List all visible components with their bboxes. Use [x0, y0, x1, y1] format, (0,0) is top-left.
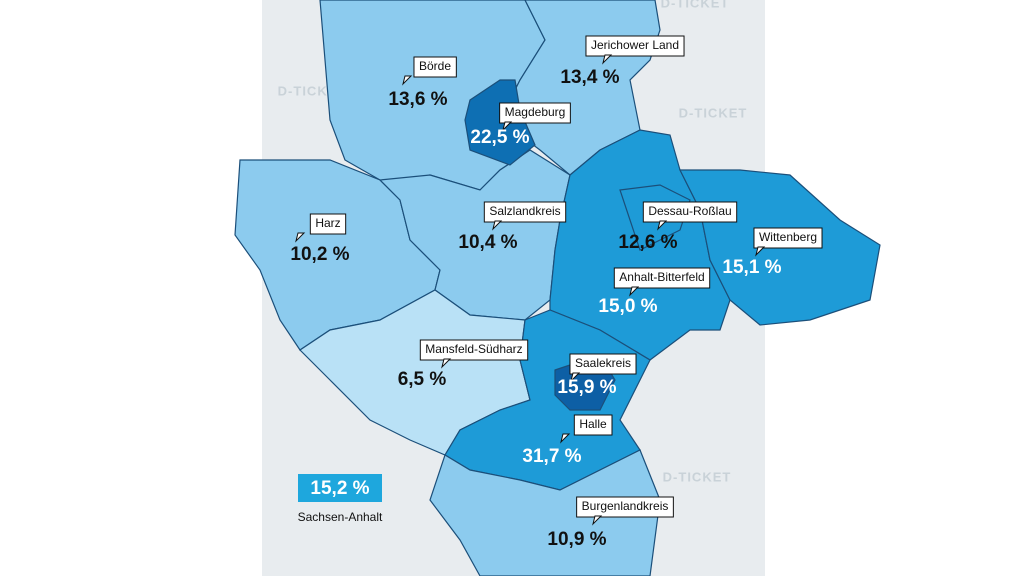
region-share: 13,6 % [388, 89, 447, 110]
region-name: Jerichower Land [591, 38, 679, 52]
region-share: 10,2 % [290, 244, 349, 265]
label-box [576, 496, 674, 518]
region-name: Wittenberg [759, 230, 817, 244]
label-tail [560, 433, 571, 444]
label-box [309, 213, 347, 235]
label-tail [502, 121, 513, 132]
summary-share: 15,2 % [310, 478, 369, 499]
summary-name: Sachsen-Anhalt [298, 510, 383, 524]
label-box [585, 35, 685, 57]
label-tail [402, 75, 413, 86]
region-name: Anhalt-Bitterfeld [619, 270, 704, 284]
region-name: Halle [579, 417, 607, 431]
region-share: 22,5 % [470, 127, 529, 148]
label-tail [755, 246, 766, 257]
region-share: 6,5 % [398, 369, 447, 390]
label-box [569, 353, 637, 375]
label-box [613, 267, 711, 289]
label-tail [602, 54, 613, 65]
region [429, 449, 661, 576]
label-tail [441, 358, 452, 369]
label-box [753, 227, 823, 249]
region-name: Burgenlandkreis [582, 499, 669, 513]
region-name: Mansfeld-Südharz [425, 342, 522, 356]
watermark: D-TICKET [679, 105, 748, 120]
region-name: Dessau-Roßlau [648, 204, 731, 218]
region-name: Harz [315, 216, 340, 230]
label-box [573, 414, 613, 436]
region-name: Salzlandkreis [489, 204, 560, 218]
label-box [483, 201, 567, 223]
region-share: 15,0 % [598, 296, 657, 317]
label-tail [570, 372, 581, 383]
label-box [499, 102, 571, 124]
region-share: 15,9 % [557, 377, 616, 398]
label-box [642, 201, 738, 223]
region-share: 31,7 % [522, 446, 581, 467]
watermark: D-TICKET [661, 0, 730, 10]
region-share: 12,6 % [618, 232, 677, 253]
region-share: 10,9 % [547, 529, 606, 550]
region-share: 15,1 % [722, 257, 781, 278]
label-tail [295, 232, 306, 243]
region-share: 10,4 % [458, 232, 517, 253]
label-box [419, 339, 529, 361]
label-tail [657, 220, 668, 231]
summary-box [298, 474, 382, 502]
label-tail [592, 515, 603, 526]
label-box [413, 56, 457, 78]
region-name: Saalekreis [575, 356, 631, 370]
label-tail [629, 286, 640, 297]
label-tail [492, 220, 503, 231]
region-name: Magdeburg [505, 105, 566, 119]
region-share: 13,4 % [560, 67, 619, 88]
region-name: Börde [419, 59, 451, 73]
watermark: D-TICKET [663, 469, 732, 484]
